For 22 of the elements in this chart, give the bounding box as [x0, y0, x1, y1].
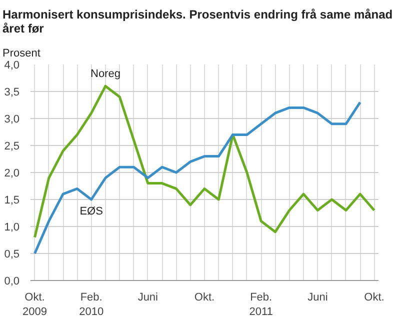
y-tick-label: 0,5 [4, 248, 20, 260]
x-tick-label: Okt. [194, 292, 215, 304]
y-tick-label: 4,0 [4, 60, 20, 72]
series-label: Noreg [90, 68, 120, 80]
y-tick-label: 0,0 [4, 276, 20, 288]
y-tick-label: 2,0 [4, 168, 20, 180]
line-series [33, 101, 362, 255]
chart-title: Harmonisert konsumprisindeks. Prosentvis endring frå same månad året før [2, 8, 393, 36]
x-tick-label: Juni [308, 292, 328, 304]
x-tick-label: Feb. 2011 [249, 292, 273, 318]
series-label: EØS [80, 206, 103, 218]
x-tick-label: Okt. [364, 292, 384, 304]
x-tick-label: Okt. 2009 [22, 292, 47, 318]
y-tick-label: 2,5 [4, 140, 20, 152]
line-series [33, 84, 376, 239]
x-tick-label: Feb. 2010 [79, 292, 104, 318]
y-tick-label: 1,0 [4, 222, 20, 234]
x-tick-label: Juni [138, 292, 158, 304]
y-tick-label: 3,0 [4, 114, 20, 126]
y-tick-label: 3,5 [4, 86, 20, 98]
y-axis-title: Prosent [2, 48, 40, 60]
y-tick-label: 1,5 [4, 194, 20, 206]
